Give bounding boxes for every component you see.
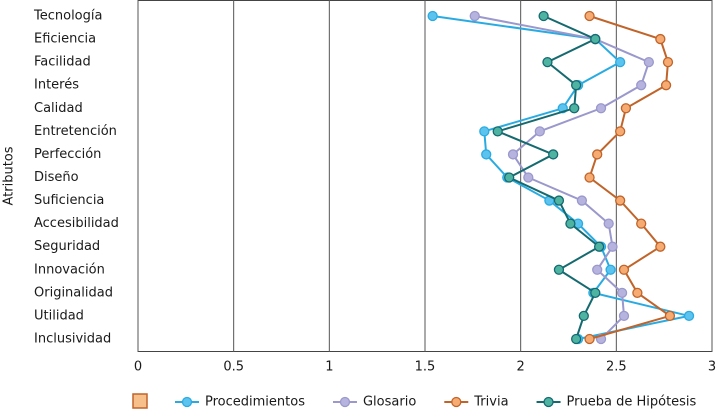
legend-label: Procedimientos bbox=[205, 395, 305, 410]
point bbox=[553, 264, 565, 275]
point bbox=[636, 80, 647, 91]
point bbox=[492, 126, 503, 137]
series-line bbox=[588, 15, 673, 340]
legend-marker bbox=[339, 396, 351, 408]
x-tick-label: 2.5 bbox=[606, 360, 627, 375]
point bbox=[469, 10, 480, 22]
point bbox=[427, 10, 438, 22]
legend-marker bbox=[181, 396, 193, 408]
y-tick-label: Calidad bbox=[34, 101, 83, 116]
y-tick-label: Interés bbox=[34, 78, 79, 93]
point bbox=[569, 103, 580, 114]
legend-marker bbox=[451, 396, 462, 408]
point bbox=[590, 287, 601, 298]
y-tick-label: Eficiencia bbox=[34, 32, 96, 47]
y-tick-label: Suficiencia bbox=[34, 193, 104, 208]
point bbox=[615, 195, 626, 206]
point bbox=[620, 103, 632, 114]
point bbox=[603, 218, 614, 229]
point bbox=[592, 149, 603, 160]
point bbox=[534, 126, 545, 137]
point bbox=[683, 310, 695, 322]
point bbox=[578, 310, 589, 322]
legend-swatch bbox=[132, 393, 148, 409]
point bbox=[584, 333, 595, 345]
point bbox=[605, 264, 616, 275]
legend-label: Prueba de Hipótesis bbox=[567, 395, 697, 410]
point bbox=[584, 10, 595, 22]
point bbox=[481, 149, 492, 160]
x-tick-label: 0.5 bbox=[223, 360, 244, 375]
point bbox=[553, 195, 565, 206]
point bbox=[590, 33, 601, 45]
point bbox=[615, 56, 626, 68]
point bbox=[542, 56, 553, 68]
point bbox=[655, 33, 666, 45]
point bbox=[584, 172, 595, 183]
point bbox=[548, 149, 559, 160]
x-tick-label: 1 bbox=[325, 360, 333, 375]
legend-label: Trivia bbox=[473, 395, 508, 410]
point bbox=[618, 264, 630, 275]
point bbox=[592, 264, 603, 275]
x-tick-label: 0 bbox=[134, 360, 142, 375]
point bbox=[538, 10, 549, 22]
y-tick-label: Utilidad bbox=[34, 308, 84, 323]
point bbox=[655, 241, 666, 252]
y-axis-label: Atributos bbox=[2, 146, 17, 205]
y-tick-label: Perfección bbox=[34, 147, 101, 162]
y-tick-label: Innovación bbox=[34, 262, 105, 277]
point bbox=[571, 80, 582, 91]
point bbox=[479, 126, 490, 137]
y-tick-label: Seguridad bbox=[34, 239, 100, 254]
point bbox=[576, 195, 588, 206]
point bbox=[616, 287, 628, 298]
point bbox=[565, 218, 576, 229]
point bbox=[607, 241, 618, 252]
point bbox=[662, 56, 674, 68]
x-tick-label: 3 bbox=[708, 360, 716, 375]
x-tick-label: 1.5 bbox=[415, 360, 436, 375]
point bbox=[660, 80, 672, 91]
point bbox=[523, 172, 534, 183]
y-tick-label: Inclusividad bbox=[34, 331, 111, 346]
point bbox=[632, 287, 643, 298]
point bbox=[643, 56, 655, 68]
y-tick-label: Diseño bbox=[34, 170, 79, 185]
point bbox=[593, 241, 605, 252]
legend-label: Glosario bbox=[363, 395, 416, 410]
x-tick-label: 2 bbox=[517, 360, 525, 375]
y-tick-label: Facilidad bbox=[34, 55, 91, 70]
point bbox=[507, 149, 519, 160]
point bbox=[571, 333, 582, 345]
y-tick-label: Originalidad bbox=[34, 285, 113, 300]
point bbox=[618, 310, 630, 322]
point bbox=[636, 218, 647, 229]
legend-marker bbox=[543, 396, 554, 408]
point bbox=[504, 172, 515, 183]
y-tick-label: Accesibilidad bbox=[34, 216, 119, 231]
point bbox=[664, 310, 676, 322]
y-tick-label: Tecnología bbox=[33, 9, 102, 24]
point bbox=[615, 126, 626, 137]
point bbox=[595, 103, 607, 114]
y-tick-label: Entretención bbox=[34, 124, 117, 139]
